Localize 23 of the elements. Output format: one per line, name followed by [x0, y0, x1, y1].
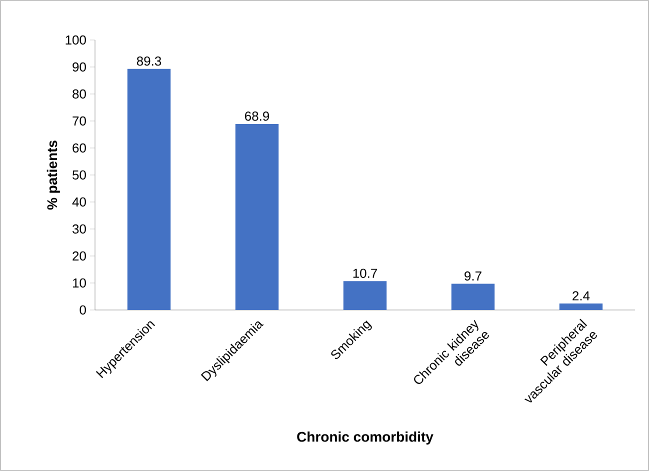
data-label: 89.3: [136, 56, 162, 66]
bar: [559, 304, 603, 310]
y-tick-label: 0: [80, 305, 86, 315]
data-label: 9.7: [464, 271, 482, 281]
y-tick-label: 100: [66, 35, 86, 45]
data-label: 10.7: [353, 268, 377, 278]
y-tick-label: 80: [72, 89, 86, 99]
y-tick-label: 70: [72, 116, 86, 126]
y-tick-label: 40: [72, 197, 86, 207]
y-tick-label: 10: [73, 278, 86, 288]
data-label: 68.9: [245, 112, 270, 121]
y-axis-title: % patients: [46, 140, 60, 210]
y-tick-label: 90: [72, 62, 86, 72]
y-tick-label: 60: [72, 143, 86, 153]
bar: [127, 68, 171, 310]
y-tick-label: 20: [72, 251, 86, 261]
x-axis-title: Chronic comorbidity: [297, 432, 434, 445]
bar: [451, 284, 495, 310]
y-tick-label: 30: [72, 224, 86, 234]
y-tick-label: 50: [72, 170, 86, 180]
bar: [235, 124, 279, 310]
data-label: 2.4: [572, 291, 590, 300]
bar: [343, 281, 387, 310]
